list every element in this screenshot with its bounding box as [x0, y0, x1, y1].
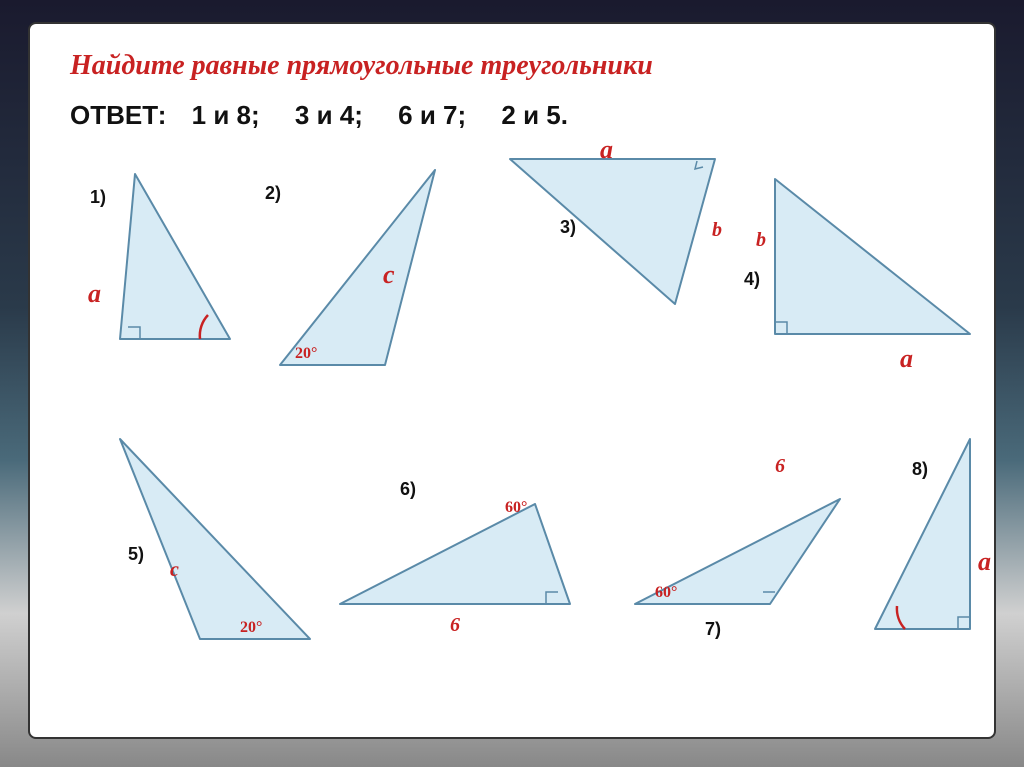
- triangle-4: 4)ba: [750, 169, 980, 359]
- answer-pair: 2 и 5.: [501, 100, 568, 130]
- side-label: 6: [450, 614, 460, 637]
- triangle-shape-icon: [100, 429, 320, 649]
- triangle-shape-icon: [870, 429, 1010, 649]
- answer-label: ОТВЕТ:: [70, 100, 166, 130]
- side-label: a: [978, 547, 991, 577]
- answer-pair: 3 и 4;: [295, 100, 363, 130]
- angle-label: 60°: [505, 499, 527, 517]
- side-label: b: [756, 229, 766, 252]
- triangle-number: 6): [400, 479, 416, 500]
- triangle-shape-icon: [90, 169, 240, 359]
- triangles-canvas: 1)a2)c20°3)ab4)ba5)c20°6)60°67)660°8)a: [70, 149, 954, 709]
- triangle-number: 8): [912, 459, 928, 480]
- triangle-shape-icon: [500, 149, 730, 319]
- answer-pair: 6 и 7;: [398, 100, 466, 130]
- triangle-number: 5): [128, 544, 144, 565]
- answer-line: ОТВЕТ: 1 и 8; 3 и 4; 6 и 7; 2 и 5.: [70, 100, 954, 131]
- side-label: a: [88, 279, 101, 309]
- triangle-2: 2) c 20°: [265, 165, 475, 375]
- triangle-number: 4): [744, 269, 760, 290]
- triangle-3: 3)ab: [500, 149, 730, 319]
- triangle-1: 1) a: [90, 169, 240, 359]
- side-label: b: [712, 219, 722, 242]
- side-label: c: [170, 559, 179, 582]
- angle-label: 20°: [295, 345, 317, 363]
- angle-label: 60°: [655, 584, 677, 602]
- triangle-shape-icon: [265, 165, 475, 375]
- angle-label: 20°: [240, 619, 262, 637]
- slide-title: Найдите равные прямоугольные треугольник…: [70, 50, 954, 82]
- triangle-shape-icon: [750, 169, 980, 359]
- side-label: c: [383, 260, 395, 290]
- triangle-shape-icon: [330, 449, 590, 619]
- triangle-6: 6)60°6: [330, 449, 590, 619]
- answer-pair: 1 и 8;: [192, 100, 260, 130]
- triangle-number: 7): [705, 619, 721, 640]
- triangle-number: 1): [90, 187, 106, 208]
- triangle-5: 5) c 20°: [100, 429, 320, 649]
- triangle-number: 2): [265, 183, 281, 204]
- side-label: a: [600, 135, 613, 165]
- triangle-7: 7)660°: [625, 439, 855, 629]
- triangle-number: 3): [560, 217, 576, 238]
- triangle-8: 8) a: [870, 429, 1010, 649]
- side-label: 6: [775, 455, 785, 478]
- slide-frame: Найдите равные прямоугольные треугольник…: [28, 22, 996, 739]
- side-label: a: [900, 344, 913, 374]
